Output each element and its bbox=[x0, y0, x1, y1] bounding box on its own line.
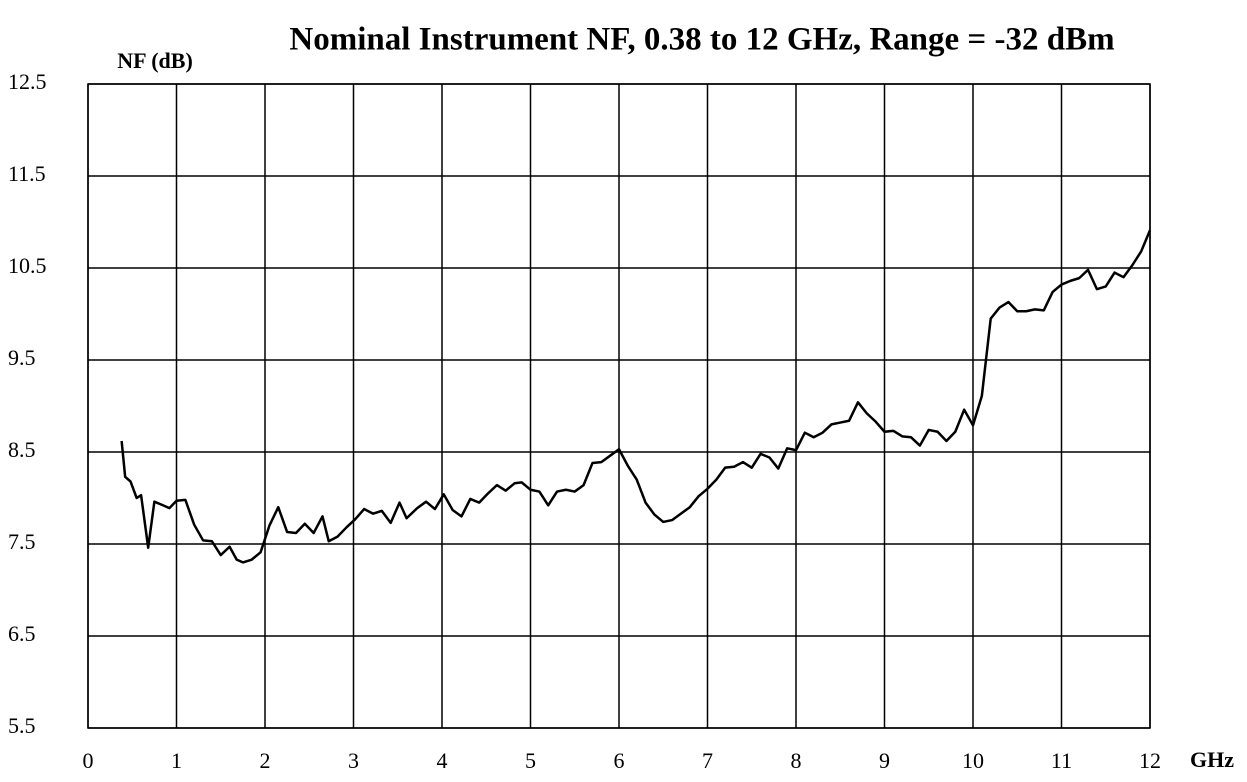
y-tick-label: 6.5 bbox=[8, 621, 36, 646]
x-tick-label: 12 bbox=[1139, 748, 1161, 773]
y-tick-label: 8.5 bbox=[8, 437, 36, 462]
x-tick-label: 4 bbox=[437, 748, 448, 773]
x-tick-label: 6 bbox=[614, 748, 625, 773]
y-tick-label: 9.5 bbox=[8, 345, 36, 370]
x-tick-label: 9 bbox=[879, 748, 890, 773]
y-tick-label: 7.5 bbox=[8, 529, 36, 554]
x-tick-label: 3 bbox=[348, 748, 359, 773]
x-tick-label: 10 bbox=[962, 748, 984, 773]
x-tick-label: 1 bbox=[171, 748, 182, 773]
y-tick-label: 12.5 bbox=[8, 69, 47, 94]
x-tick-label: 5 bbox=[525, 748, 536, 773]
chart-title: Nominal Instrument NF, 0.38 to 12 GHz, R… bbox=[289, 22, 1114, 58]
x-tick-label: 0 bbox=[83, 748, 94, 773]
x-tick-label: 2 bbox=[260, 748, 271, 773]
y-tick-label: 11.5 bbox=[8, 161, 46, 186]
y-tick-label: 5.5 bbox=[8, 713, 36, 738]
x-tick-label: 8 bbox=[791, 748, 802, 773]
x-axis-label: GHz bbox=[1190, 747, 1234, 772]
data-line bbox=[120, 229, 1152, 564]
y-tick-label: 10.5 bbox=[8, 253, 47, 278]
x-tick-label: 11 bbox=[1051, 748, 1072, 773]
y-axis-label: NF (dB) bbox=[117, 48, 193, 73]
x-tick-label: 7 bbox=[702, 748, 713, 773]
